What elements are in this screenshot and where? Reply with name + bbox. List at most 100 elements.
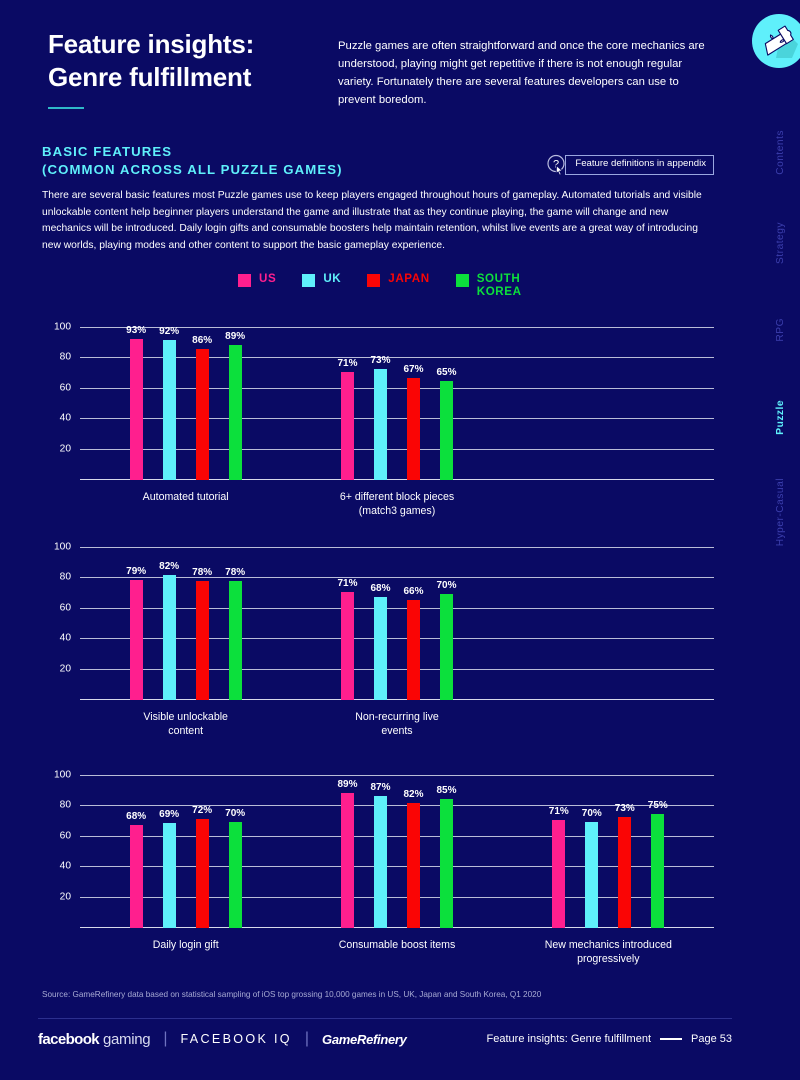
sidebar-item-puzzle[interactable]: Puzzle (775, 400, 786, 435)
chart-group: 89% 87% 82% 85% Consumable boost items (291, 776, 502, 951)
legend-swatch-icon (302, 274, 316, 287)
bar (651, 814, 665, 928)
sidebar-item-rpg[interactable]: RPG (775, 318, 786, 342)
legend-item-south-korea: SOUTH KOREA (455, 272, 522, 298)
bar-value-label: 82% (159, 561, 180, 573)
chart-legend: US UK JAPAN SOUTH KOREA (238, 272, 522, 298)
bar-column: 71% (337, 328, 357, 480)
bar-column: 82% (403, 776, 423, 928)
gridline: 40 (60, 861, 714, 872)
gridline: 80 (60, 572, 714, 583)
chart-groups: 79% 82% 78% 78% Visible unlockable content 71… (80, 548, 714, 737)
page-footer: facebook gaming | FACEBOOK IQ | GameRefi… (38, 1030, 732, 1048)
bar-column: 87% (370, 776, 390, 928)
chart-group: 93% 92% 86% 89% Automated tutorial (80, 324, 291, 503)
x-axis-baseline (80, 698, 714, 700)
bar-column: 65% (436, 328, 456, 480)
bar-value-label: 78% (225, 567, 246, 579)
bar-value-label: 86% (192, 335, 213, 347)
legend-item-us: US (238, 272, 276, 287)
gridline: 20 (60, 663, 714, 674)
bar (552, 820, 566, 928)
bar-column: 73% (615, 776, 635, 928)
footer-deck-title: Feature insights: Genre fulfillment (486, 1033, 652, 1045)
bar-value-label: 69% (159, 809, 180, 821)
gridline: 60 (60, 830, 714, 841)
svg-text:?: ? (553, 159, 559, 171)
legend-swatch-icon (455, 274, 469, 287)
bar-column: 89% (225, 328, 245, 480)
bar-column: 71% (549, 776, 569, 928)
legend-item-uk: UK (302, 272, 341, 287)
bar (195, 581, 209, 700)
section-description: There are several basic features most Pu… (42, 190, 702, 252)
bar-value-label: 65% (436, 367, 457, 379)
bar-column: 70% (225, 776, 245, 928)
bar-column: 82% (159, 548, 179, 700)
intro-paragraph: Puzzle games are often straightforward a… (338, 40, 705, 106)
feature-definitions-badge[interactable]: ? Feature definitions in appendix (546, 154, 714, 176)
gridline: 40 (60, 413, 714, 424)
bar-cluster: 71% 73% 67% 65% (291, 328, 502, 480)
side-navigation: Contents Strategy RPG Puzzle Hyper-Casual (746, 0, 800, 1080)
bar-chart-basic-features-2: 20 40 60 80 100 79% 82% 78% 78% Visible unlockabl… (42, 542, 714, 737)
gridline: 80 (60, 800, 714, 811)
y-axis-tick-label: 100 (54, 321, 71, 333)
y-axis-tick-label: 100 (54, 541, 71, 553)
sidebar-item-strategy[interactable]: Strategy (775, 222, 786, 264)
bar-value-label: 92% (159, 326, 180, 338)
bar-column: 89% (337, 776, 357, 928)
bar-value-label: 68% (126, 810, 147, 822)
bar (406, 803, 420, 928)
x-axis-group-label: Daily login gift (152, 939, 219, 951)
legend-swatch-icon (238, 274, 251, 287)
bar (228, 344, 242, 480)
gridline: 20 (60, 443, 714, 454)
chart-axes: 20 40 60 80 100 79% 82% 78% 78% Visible unlockabl… (54, 542, 714, 737)
facebook-wordmark: facebook (38, 1030, 100, 1048)
bar-column: 75% (648, 776, 668, 928)
bar-value-label: 87% (370, 781, 391, 793)
y-axis-tick-label: 100 (54, 769, 71, 781)
bar-column: 85% (436, 776, 456, 928)
bar (585, 821, 599, 928)
bar-cluster: 93% 92% 86% 89% (80, 324, 291, 480)
bar-value-label: 93% (126, 324, 147, 336)
bar-value-label: 70% (436, 579, 457, 591)
bar-column: 70% (582, 776, 602, 928)
title-underline-rule (48, 107, 84, 110)
x-axis-group-label: Consumable boost items (338, 939, 456, 951)
page-title: Feature insights: Genre fulfillment (48, 29, 255, 93)
bar (618, 817, 632, 928)
gridline: 100 (54, 322, 714, 333)
gridline: 60 (60, 602, 714, 613)
bar-value-label: 78% (192, 567, 213, 579)
bar (129, 824, 143, 928)
sidebar-item-hyper-casual[interactable]: Hyper-Casual (775, 478, 786, 547)
y-axis-tick-label: 20 (59, 891, 71, 903)
bar-column: 68% (126, 776, 146, 928)
y-axis-tick-label: 80 (59, 351, 71, 363)
bar-column: 72% (192, 776, 212, 928)
gridline: 80 (60, 352, 714, 363)
y-axis-tick-label: 20 (59, 663, 71, 675)
feature-definitions-label: Feature definitions in appendix (565, 155, 714, 175)
section-heading: BASIC FEATURES (COMMON ACROSS ALL PUZZLE… (42, 144, 343, 178)
chart-group: 71% 73% 67% 65% 6+ different block pieces (m… (291, 328, 502, 517)
bar-column: 69% (159, 776, 179, 928)
sidebar-item-contents[interactable]: Contents (775, 130, 786, 175)
gridline: 40 (60, 633, 714, 644)
bar (373, 795, 387, 928)
bar-column: 68% (370, 548, 390, 700)
bar (162, 575, 176, 700)
bar (162, 823, 176, 928)
bar-value-label: 71% (548, 806, 569, 818)
chart-plot-area: 20 40 60 80 100 79% 82% 78% 78% Visible unlockabl… (42, 542, 714, 737)
bar (340, 592, 354, 700)
bar-value-label: 71% (337, 358, 358, 370)
bar-value-label: 73% (614, 803, 635, 815)
chart-plot-area: 20 40 60 80 100 93% 92% 86% 89% Automated tutoria… (42, 322, 714, 517)
gridline: 60 (60, 382, 714, 393)
x-axis-group-label: Visible unlockable content (143, 711, 228, 738)
